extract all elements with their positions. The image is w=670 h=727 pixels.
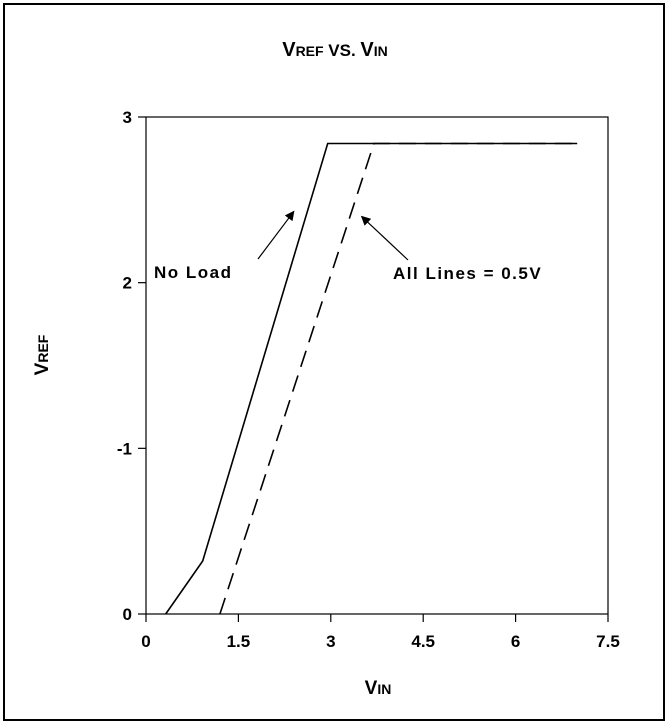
y-axis-label-main: V [32,362,53,375]
annotation-arrow [360,215,409,261]
series [165,142,578,615]
x-tick-label: 0 [141,632,150,651]
chart-title-sub1: REF [296,43,324,59]
x-tick-label: 4.5 [411,632,435,651]
chart-title-v1: V [282,39,296,61]
chart-title-mid: VS. [324,41,361,60]
y-axis-label-sub: REF [35,334,51,362]
x-tick-label: 6 [511,632,520,651]
x-axis-label-sub: IN [377,681,391,697]
annotation-label: All Lines = 0.5V [393,264,542,283]
series-line-no-load [165,142,578,615]
plot-area [145,116,609,615]
y-axis-label: VREF [32,334,53,375]
x-tick-label: 3 [326,632,335,651]
x-axis-label-main: V [365,678,378,699]
annotation-arrow [257,210,295,260]
chart-title-v2: V [360,39,374,61]
chart-frame [3,3,665,721]
series-line-all-lines [219,142,578,615]
y-tick-label: 0 [123,605,132,624]
x-tick-label: 7.5 [596,632,620,651]
y-tick-label: 3 [123,108,132,127]
x-axis-label: VIN [365,678,392,699]
annotations: No Load All Lines = 0.5V [154,210,542,283]
y-tick-label: 2 [123,274,132,293]
chart-title: VREF VS. VIN [282,39,388,61]
annotation-label: No Load [154,263,233,282]
chart-title-sub2: IN [374,43,388,59]
x-tick-label: 1.5 [227,632,251,651]
y-tick-label: -1 [117,439,132,458]
ticks: 0 1.5 3 4.5 6 7.5 0 -1 2 3 [117,108,620,651]
